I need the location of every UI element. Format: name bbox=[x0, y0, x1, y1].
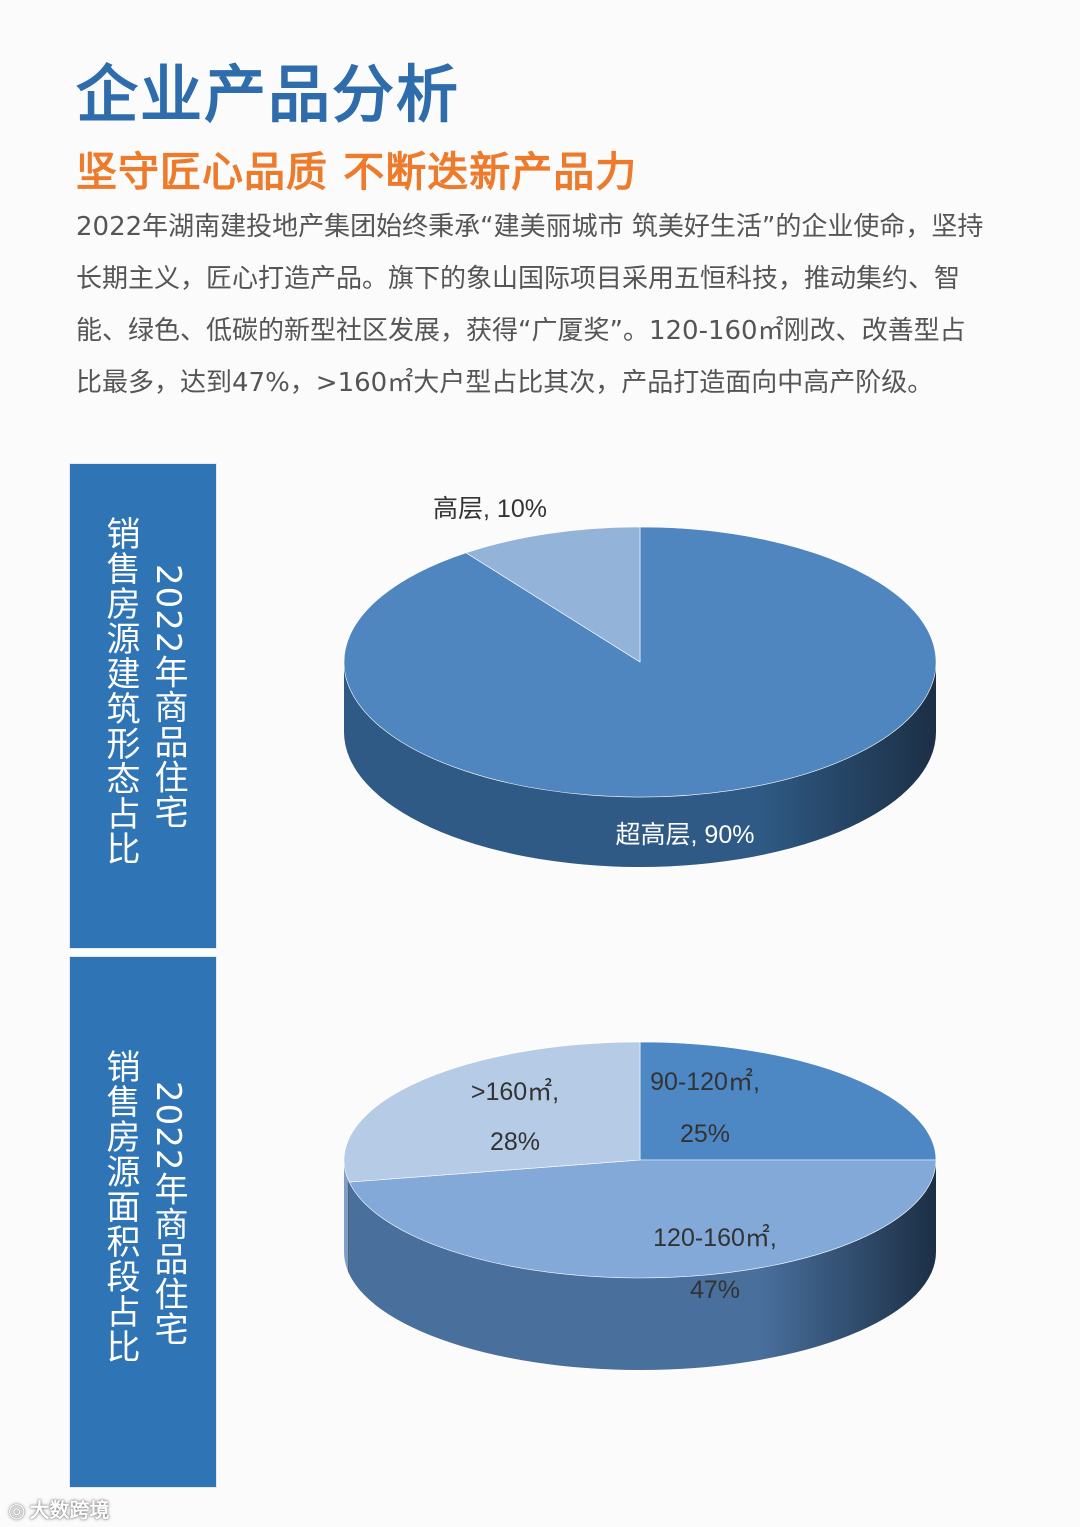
logo-icon: ◎ bbox=[8, 1498, 26, 1522]
pie2-label-2-1: 28% bbox=[490, 1128, 540, 1156]
chart-1-label-line-2: 销售房源建筑形态占比 bbox=[100, 516, 140, 866]
pie1-slice-1 bbox=[465, 526, 641, 663]
pie2-label-2-0: >160㎡, bbox=[471, 1078, 559, 1106]
pie2-slice-2 bbox=[343, 1041, 641, 1183]
pie2-label-1-1: 47% bbox=[690, 1276, 740, 1304]
building-type-pie-chart: 高层, 10% 超高层, 90% bbox=[343, 495, 937, 867]
pie2-slice-side-1 bbox=[349, 1160, 936, 1370]
pie1-label-1: 高层, 10% bbox=[433, 495, 547, 523]
pie2-label-1-0: 120-160㎡, bbox=[653, 1224, 777, 1252]
floor-area-pie-chart: 90-120㎡, 25% 120-160㎡, 47% >160㎡, 28% bbox=[343, 1041, 937, 1370]
chart-2-label-panel: 2022年商品住宅 销售房源面积段占比 bbox=[70, 957, 216, 1487]
intro-paragraph: 2022年湖南建投地产集团始终秉承“建美丽城市 筑美好生活”的企业使命，坚持长期… bbox=[76, 212, 984, 398]
footer-logo: ◎ 大数跨境 bbox=[8, 1494, 109, 1523]
chart-2-label-line-1: 2022年商品住宅 bbox=[148, 1081, 188, 1347]
page-title: 企业产品分析 bbox=[76, 58, 461, 131]
footer-logo-text: 大数跨境 bbox=[29, 1498, 110, 1522]
chart-1-label-line-1: 2022年商品住宅 bbox=[148, 564, 188, 830]
pie1-label-0: 超高层, 90% bbox=[616, 821, 755, 849]
pie1-slice-side-0 bbox=[344, 662, 936, 867]
chart-1-label-panel: 2022年商品住宅 销售房源建筑形态占比 bbox=[70, 464, 216, 948]
page-subtitle: 坚守匠心品质 不断迭新产品力 bbox=[76, 148, 638, 196]
pie2-slice-1 bbox=[348, 1159, 937, 1279]
pie2-label-0-0: 90-120㎡, bbox=[650, 1068, 760, 1096]
chart-2-label-line-2: 销售房源面积段占比 bbox=[100, 1049, 140, 1364]
pie2-label-0-1: 25% bbox=[680, 1120, 730, 1148]
pie2-slice-0 bbox=[639, 1041, 937, 1161]
pie2-slice-side-2 bbox=[344, 1160, 350, 1275]
